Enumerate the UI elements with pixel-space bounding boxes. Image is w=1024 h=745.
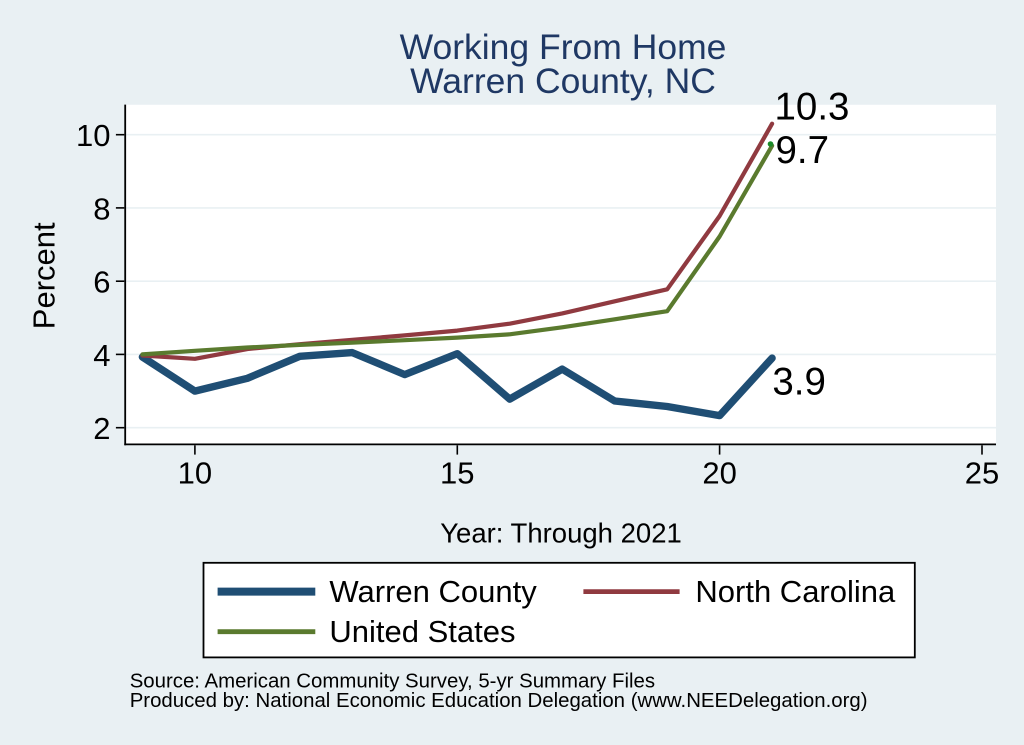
svg-text:3.9: 3.9 [772, 361, 826, 404]
svg-text:10: 10 [178, 456, 212, 491]
svg-text:8: 8 [93, 191, 110, 226]
svg-text:Percent: Percent [26, 222, 61, 329]
svg-text:Warren County, NC: Warren County, NC [410, 61, 716, 101]
svg-text:4: 4 [93, 338, 110, 373]
svg-text:6: 6 [93, 265, 110, 300]
svg-text:20: 20 [702, 456, 736, 491]
svg-text:Produced by: National Economic: Produced by: National Economic Education… [130, 690, 868, 712]
svg-text:Year: Through 2021: Year: Through 2021 [440, 518, 682, 549]
svg-text:2: 2 [93, 411, 110, 446]
svg-text:Warren County: Warren County [329, 574, 537, 609]
svg-text:10.3: 10.3 [775, 86, 850, 129]
svg-text:United States: United States [329, 614, 515, 649]
svg-text:Working From Home: Working From Home [400, 27, 727, 67]
svg-text:15: 15 [440, 456, 474, 491]
svg-text:9.7: 9.7 [776, 129, 830, 172]
svg-text:25: 25 [965, 456, 999, 491]
svg-text:Source: American Community Sur: Source: American Community Survey, 5-yr … [130, 671, 655, 693]
svg-text:10: 10 [76, 118, 110, 153]
svg-text:North Carolina: North Carolina [695, 574, 896, 609]
